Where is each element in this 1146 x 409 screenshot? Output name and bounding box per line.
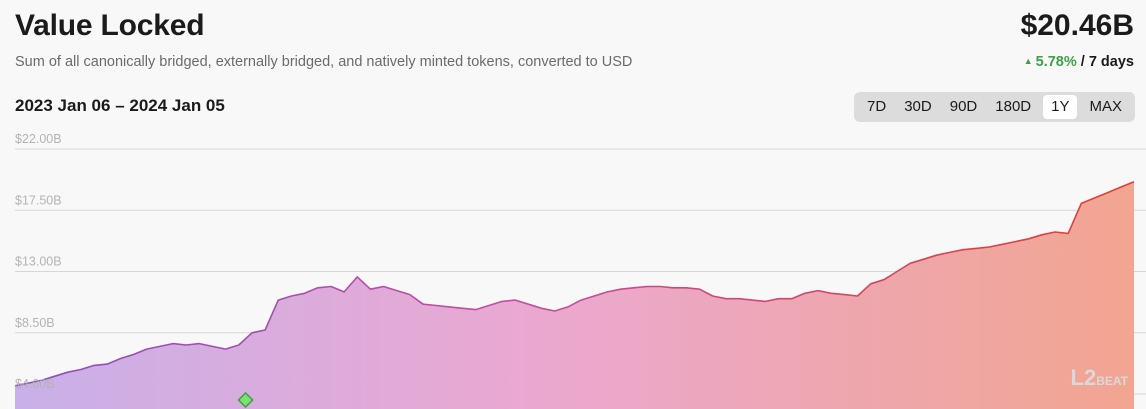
total-value: $20.46B [1020,9,1134,42]
change-percent: 5.78% [1035,54,1077,70]
chart-area-fill [15,181,1134,409]
value-locked-chart[interactable]: $4.00B $8.50B $13.00B $17.50B $22.00B [0,130,1146,409]
timeframe-7d-button[interactable]: 7D [867,95,886,119]
chart-series-line [14,180,1135,387]
timeframe-1y-button[interactable]: 1Y [1043,95,1078,119]
trend-up-icon: ▲ [1023,56,1033,66]
date-range-label: 2023 Jan 06 – 2024 Jan 05 [15,96,225,115]
logo-wordmark: BEAT [1096,374,1128,388]
page-subtitle: Sum of all canonically bridged, external… [15,54,633,70]
y-tick-label: $4.00B [15,377,55,391]
logo-mark: L2 [1070,365,1097,390]
timeframe-30d-button[interactable]: 30D [904,95,932,119]
y-tick-label: $13.00B [15,255,62,269]
change-separator: / [1080,54,1085,70]
change-summary: ▲ 5.78% / 7 days [1024,54,1134,70]
y-tick-label: $17.50B [15,193,62,207]
change-period: 7 days [1088,54,1134,70]
page-title: Value Locked [15,9,205,42]
timeframe-max-button[interactable]: MAX [1089,95,1122,119]
l2beat-watermark-logo: L2BEAT [1071,365,1128,391]
timeframe-selector: 7D 30D 90D 180D 1Y MAX [854,92,1135,122]
timeframe-180d-button[interactable]: 180D [995,95,1031,119]
y-tick-label: $8.50B [15,316,55,330]
chart-markers[interactable] [237,391,254,409]
timeframe-90d-button[interactable]: 90D [950,95,978,119]
y-tick-label: $22.00B [15,132,62,146]
y-axis-labels: $4.00B $8.50B $13.00B $17.50B $22.00B [15,132,62,391]
event-marker-diamond[interactable] [237,391,254,409]
